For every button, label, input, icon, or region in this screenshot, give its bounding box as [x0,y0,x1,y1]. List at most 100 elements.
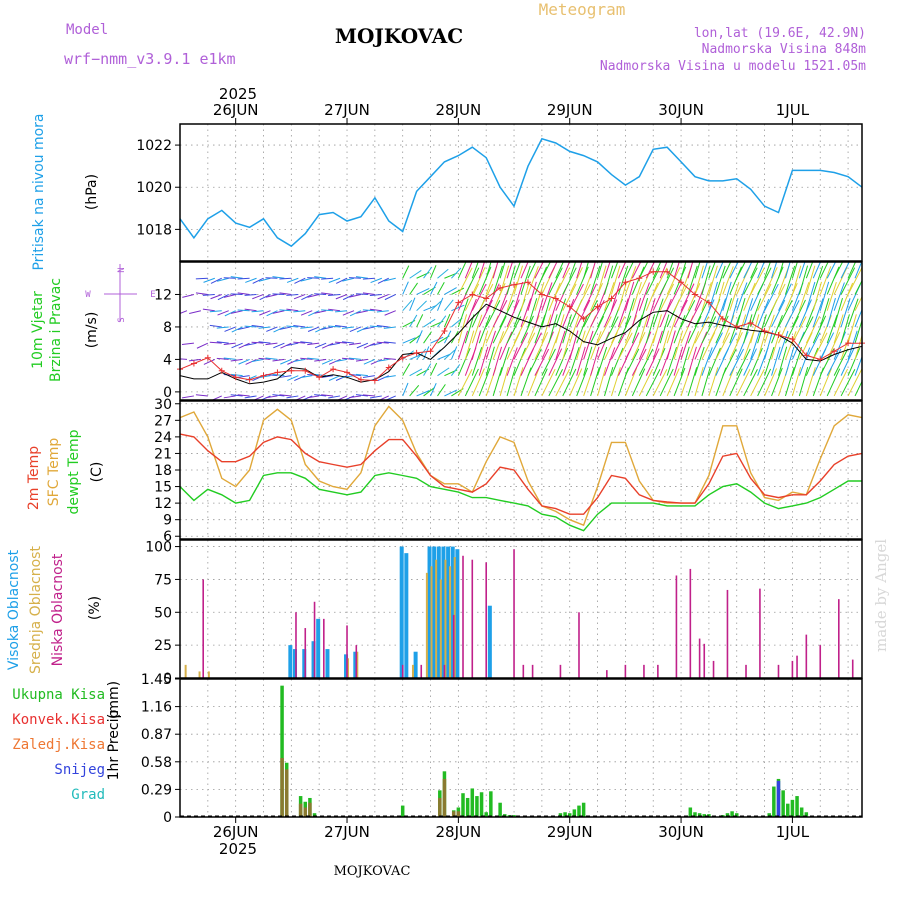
compass-n: N [117,267,127,272]
wind-arrow [314,342,327,349]
wind-arrow [617,265,629,295]
wind-arrow [778,346,788,376]
wind-arrow [416,287,430,295]
low-cloud-bar [712,660,715,678]
day-label-top: 29JUN [547,101,593,119]
wind-gust-marker [246,376,253,383]
high-cloud-bar [427,546,432,678]
wind-arrow [694,299,709,328]
low-cloud-bar [323,618,325,678]
wind-arrow [743,369,758,397]
wind-arrow [265,277,278,279]
wind-arrow [216,277,229,282]
mid-cloud-bar [347,658,350,678]
lonlat-label: lon,lat (19.6E, 42.9N) [694,26,866,41]
wind-arrow [444,389,458,397]
wind-arrow [778,330,789,360]
wind-arrow [576,262,583,279]
wind-arrow [471,368,485,397]
wind-arrow [409,297,416,311]
clouds-ytick-label: 0 [163,671,172,687]
wind-gust-marker [274,369,281,376]
wind-arrow [209,341,222,344]
wind-arrow [729,262,739,279]
wind-arrow [244,308,257,312]
wind-arrow [328,375,341,381]
wind-arrow [335,324,348,328]
wind-arrow [659,314,670,344]
wind-arrow [216,341,229,344]
ukupna-precip-bar [702,814,707,817]
wind-arrow [617,315,632,344]
wind-ylabel2: Brzina i Pravac [48,278,64,382]
wind-arrow [743,314,753,344]
wind-arrow [805,347,819,376]
wind-arrow [840,369,856,397]
wind-arrow [369,342,382,346]
wind-arrow [437,367,450,377]
wind-arrow [611,347,624,376]
wind-arrow [610,265,621,295]
wind-arrow [729,266,742,295]
wind-arrow [230,276,243,279]
wind-arrow [203,358,216,365]
wind-arrow [520,315,534,344]
wind-arrow [722,266,734,295]
wind-gust-marker [691,291,698,298]
day-label-bottom: 1JUL [776,823,810,841]
cloud-unit: (%) [87,596,103,620]
low-cloud-bar [745,664,747,678]
wind-arrow [506,282,518,311]
wind-arrow [687,262,694,279]
wind-arrow [638,262,649,279]
wind-arrow [362,309,375,312]
wind-arrow [384,310,396,316]
wind-arrow [230,358,243,362]
temp-ylabel: 2m Temp [26,446,42,510]
wind-arrow [638,282,650,311]
wind-arrow [736,282,748,311]
pressure-ytick-label: 1022 [136,138,172,154]
wind-arrow [335,375,348,381]
wind-arrow [286,277,299,283]
wind-arrow [348,277,361,279]
wind-arrow [798,299,812,328]
wind-arrow [328,325,341,328]
temperature-ytick-label: 6 [163,529,172,545]
low-cloud-bar [726,589,729,678]
wind-arrow [216,357,229,360]
wind-arrow [499,265,510,295]
wind-gust-marker [190,360,197,367]
wind-arrow [694,265,704,295]
wind-arrow [300,277,313,282]
wind-arrow [833,331,847,360]
legend-grad: Grad [71,787,105,803]
wind-arrow [784,315,800,344]
wind-arrow [265,293,278,298]
wind-arrow [478,266,492,295]
wind-arrow [722,298,733,328]
wind-arrow [520,298,532,328]
wind-arrow [750,347,763,376]
wind-arrow [604,299,618,328]
wind-arrow [451,287,465,295]
wind-arrow [617,332,633,360]
wind-arrow [861,276,862,279]
wind-gust-marker [747,319,754,326]
wind-arrow [736,267,751,295]
wind-arrow [764,262,771,279]
wind-gust-marker [650,268,657,275]
wind-gust-marker [511,281,518,288]
wind-arrow [251,358,264,363]
wind-arrow [321,309,334,312]
wind-arrow [750,330,761,360]
wind-arrow [210,294,222,300]
wind-arrow [464,368,479,397]
wind-arrow [527,348,542,376]
wind-arrow [555,314,565,344]
wind-arrow [569,314,580,344]
wind-arrow [279,326,292,330]
wind-gust-marker [218,367,225,374]
wind-gust-marker [302,367,309,374]
wind-arrow [307,277,320,279]
